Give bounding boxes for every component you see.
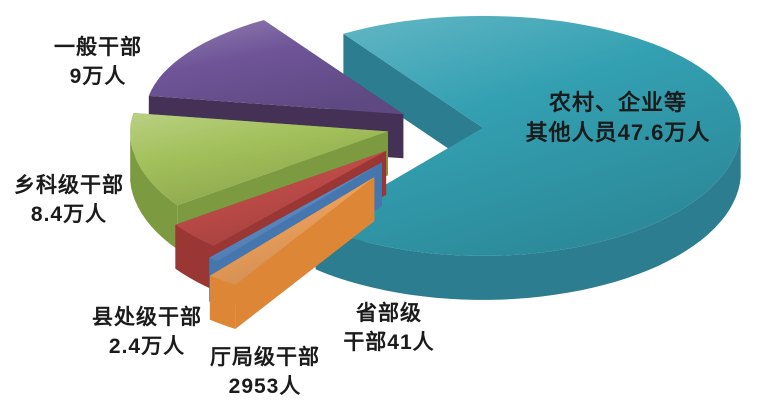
slice-label-county-division-level-cadres: 县处级干部 2.4万人: [73, 303, 221, 361]
slice-label-township-section-level-cadres: 乡科级干部 8.4万人: [0, 171, 140, 229]
slice-label-provincial-ministerial-level-cadres: 省部级 干部41人: [316, 299, 462, 357]
pie-slice-provincial-ministerial-level-cadres: [209, 177, 375, 329]
slice-label-line: 乡科级干部: [14, 174, 124, 197]
slice-label-line: 其他人员47.6万人: [525, 120, 711, 145]
slice-label-bureau-department-level-cadres: 厅局级干部 2953人: [194, 343, 336, 401]
slice-label-general-cadres: 一般干部 9万人: [34, 33, 162, 91]
slice-label-line: 厅局级干部: [210, 346, 320, 369]
slice-label-line: 县处级干部: [92, 306, 202, 329]
slice-label-line: 省部级: [356, 302, 422, 325]
slice-label-line: 干部41人: [343, 331, 435, 354]
slice-label-line: 2953人: [228, 375, 302, 398]
slice-label-line: 2.4万人: [108, 335, 186, 358]
slice-label-rural-enterprise-others: 农村、企业等 其他人员47.6万人: [504, 88, 732, 148]
slice-label-line: 一般干部: [54, 36, 142, 59]
slice-label-line: 8.4万人: [30, 203, 108, 226]
slice-label-line: 农村、企业等: [548, 90, 687, 115]
slice-label-line: 9万人: [69, 65, 127, 88]
